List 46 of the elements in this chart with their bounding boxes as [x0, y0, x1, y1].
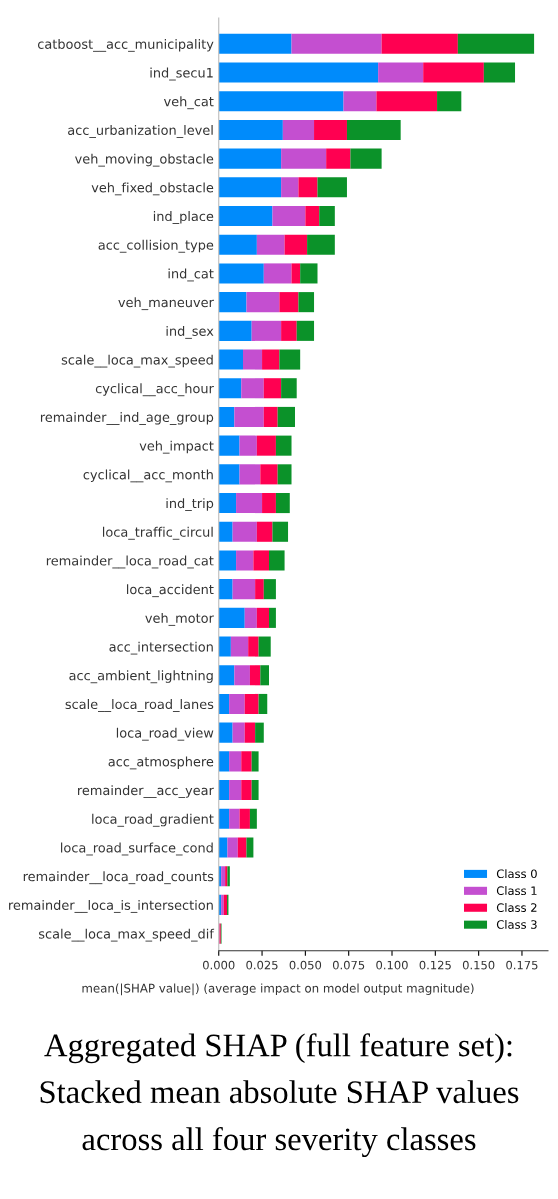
y-tick-label: loca_road_gradient: [92, 813, 214, 827]
y-tick-label: ind_trip: [166, 498, 214, 512]
y-tick-label: remainder__loca_is_intersection: [9, 899, 213, 913]
x-tick-label: 0.025: [246, 960, 278, 970]
x-axis-title: mean(|SHAP value|) (average impact on model output magnitude): [82, 983, 474, 996]
y-tick-label: loca_road_view: [116, 727, 214, 741]
text: Aggregated SHAP (full feature set): Stacked mean absolute SHAP values across all four severity classes: [40, 1033, 519, 1158]
y-tick-label: loca_road_surface_cond: [61, 842, 213, 856]
x-tick-label: 0.175: [506, 960, 538, 970]
y-tick-label: veh_moving_obstacle: [75, 153, 214, 167]
y-tick-label: remainder__loca_road_cat: [46, 555, 214, 569]
y-tick-label: veh_cat: [163, 96, 214, 110]
y-tick-label: loca_traffic_circul: [103, 526, 213, 540]
x-tick-label: 0.050: [289, 960, 322, 970]
y-tick-label: veh_maneuver: [118, 297, 214, 311]
y-tick-label: remainder__ind_age_group: [40, 412, 214, 425]
y-tick-label: acc_intersection: [109, 641, 213, 655]
y-tick-label: remainder__acc_year: [78, 785, 214, 799]
y-tick-label: veh_impact: [139, 440, 214, 454]
y-tick-label: loca_accident: [127, 584, 214, 598]
y-tick-label: ind_cat: [168, 268, 214, 282]
y-tick-label: ind_sex: [166, 325, 214, 339]
y-tick-label: acc_collision_type: [98, 239, 214, 253]
legend-label: Class 2: [496, 903, 537, 912]
x-tick-label: 0.125: [419, 960, 451, 970]
y-tick-label: cyclical__acc_month: [83, 469, 213, 483]
legend-label: Class 1: [496, 886, 537, 896]
y-tick-label: acc_urbanization_level: [68, 125, 213, 138]
y-tick-label: acc_atmosphere: [108, 756, 214, 770]
y-tick-label: veh_fixed_obstacle: [91, 182, 214, 196]
x-tick-label: 0.000: [203, 960, 235, 970]
y-tick-label: ind_place: [153, 211, 214, 224]
y-tick-label: scale__loca_max_speed: [61, 354, 213, 368]
y-tick-label: remainder__loca_road_counts: [23, 871, 214, 885]
y-tick-label: scale__loca_road_lanes: [65, 699, 214, 712]
y-tick-label: ind_secu1: [150, 67, 213, 81]
x-tick-label: 0.150: [462, 960, 495, 970]
x-tick-label: 0.075: [332, 960, 365, 970]
legend-label: Class 3: [496, 919, 537, 929]
y-tick-label: cyclical__acc_hour: [95, 383, 214, 397]
y-tick-label: acc_ambient_lightning: [69, 670, 213, 684]
y-tick-label: veh_motor: [145, 612, 214, 626]
legend-label: Class 0: [496, 869, 537, 879]
y-tick-label: catboost__acc_municipality: [37, 38, 214, 52]
x-tick-label: 0.100: [376, 960, 408, 970]
y-tick-label: scale__loca_max_speed_dif: [38, 928, 215, 942]
